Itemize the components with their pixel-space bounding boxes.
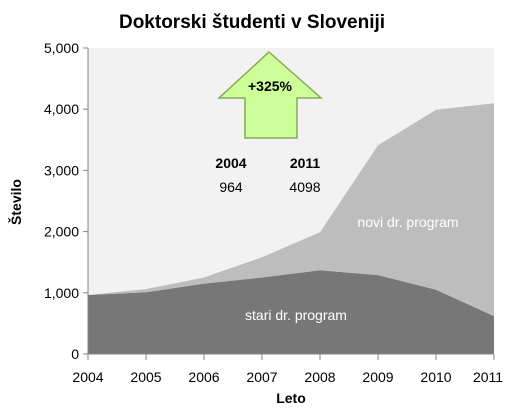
x-axis-ticks: 2004 2005 2006 2007 2008 2009 2010 2011 bbox=[72, 354, 503, 385]
area-series-group bbox=[88, 103, 494, 354]
series-label-stari: stari dr. program bbox=[245, 307, 347, 323]
y-tick-label: 3,000 bbox=[44, 162, 79, 178]
area-series-0 bbox=[88, 270, 494, 354]
y-tick-label: 4,000 bbox=[44, 101, 79, 117]
x-tick-label: 2006 bbox=[188, 369, 219, 385]
x-tick-label: 2007 bbox=[246, 369, 277, 385]
y-tick-label: 5,000 bbox=[44, 40, 79, 56]
value-end-label: 4098 bbox=[289, 179, 320, 195]
y-tick-label: 1,000 bbox=[44, 285, 79, 301]
x-tick-label: 2011 bbox=[473, 369, 503, 385]
year-start-label: 2004 bbox=[215, 155, 246, 171]
y-axis-ticks: 0 1,000 2,000 3,000 4,000 5,000 bbox=[44, 40, 88, 362]
x-tick-label: 2008 bbox=[304, 369, 335, 385]
y-tick-label: 0 bbox=[71, 346, 79, 362]
x-tick-label: 2009 bbox=[362, 369, 393, 385]
growth-percent-label: +325% bbox=[248, 78, 293, 94]
x-tick-label: 2005 bbox=[130, 369, 161, 385]
year-end-label: 2011 bbox=[290, 155, 321, 171]
up-arrow-icon bbox=[217, 50, 323, 139]
x-tick-label: 2010 bbox=[420, 369, 451, 385]
y-tick-label: 2,000 bbox=[44, 224, 79, 240]
area-series-1 bbox=[88, 103, 494, 317]
x-tick-label: 2004 bbox=[72, 369, 103, 385]
value-start-label: 964 bbox=[219, 179, 243, 195]
series-label-novi: novi dr. program bbox=[357, 214, 458, 230]
chart-title: Doktorski študenti v Sloveniji bbox=[119, 12, 385, 33]
y-axis-title: Število bbox=[7, 179, 24, 225]
growth-annotation: +325% 2004 2011 964 4098 bbox=[215, 50, 323, 195]
x-axis-title: Leto bbox=[276, 390, 306, 406]
